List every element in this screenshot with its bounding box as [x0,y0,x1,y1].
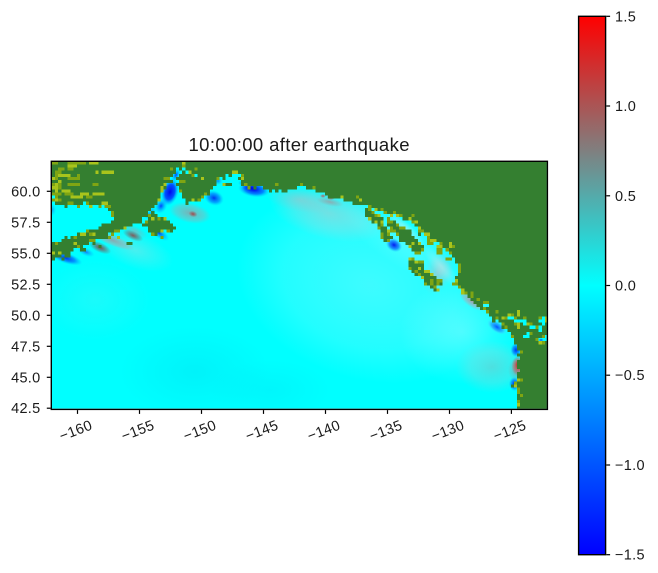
svg-text:42.5: 42.5 [11,401,40,417]
svg-text:0.5: 0.5 [615,189,636,205]
svg-text:47.5: 47.5 [11,339,40,355]
svg-text:60.0: 60.0 [11,184,40,200]
svg-text:10:00:00 after earthquake: 10:00:00 after earthquake [189,134,410,155]
svg-text:45.0: 45.0 [11,370,40,386]
svg-text:1.5: 1.5 [615,9,636,25]
svg-text:55.0: 55.0 [11,246,40,262]
svg-text:1.0: 1.0 [615,99,636,115]
svg-text:−1.5: −1.5 [615,548,645,564]
svg-text:50.0: 50.0 [11,308,40,324]
svg-text:57.5: 57.5 [11,215,40,231]
svg-text:52.5: 52.5 [11,277,40,293]
svg-text:0.0: 0.0 [615,279,636,295]
svg-text:−1.0: −1.0 [615,458,645,474]
svg-text:−0.5: −0.5 [615,368,645,384]
